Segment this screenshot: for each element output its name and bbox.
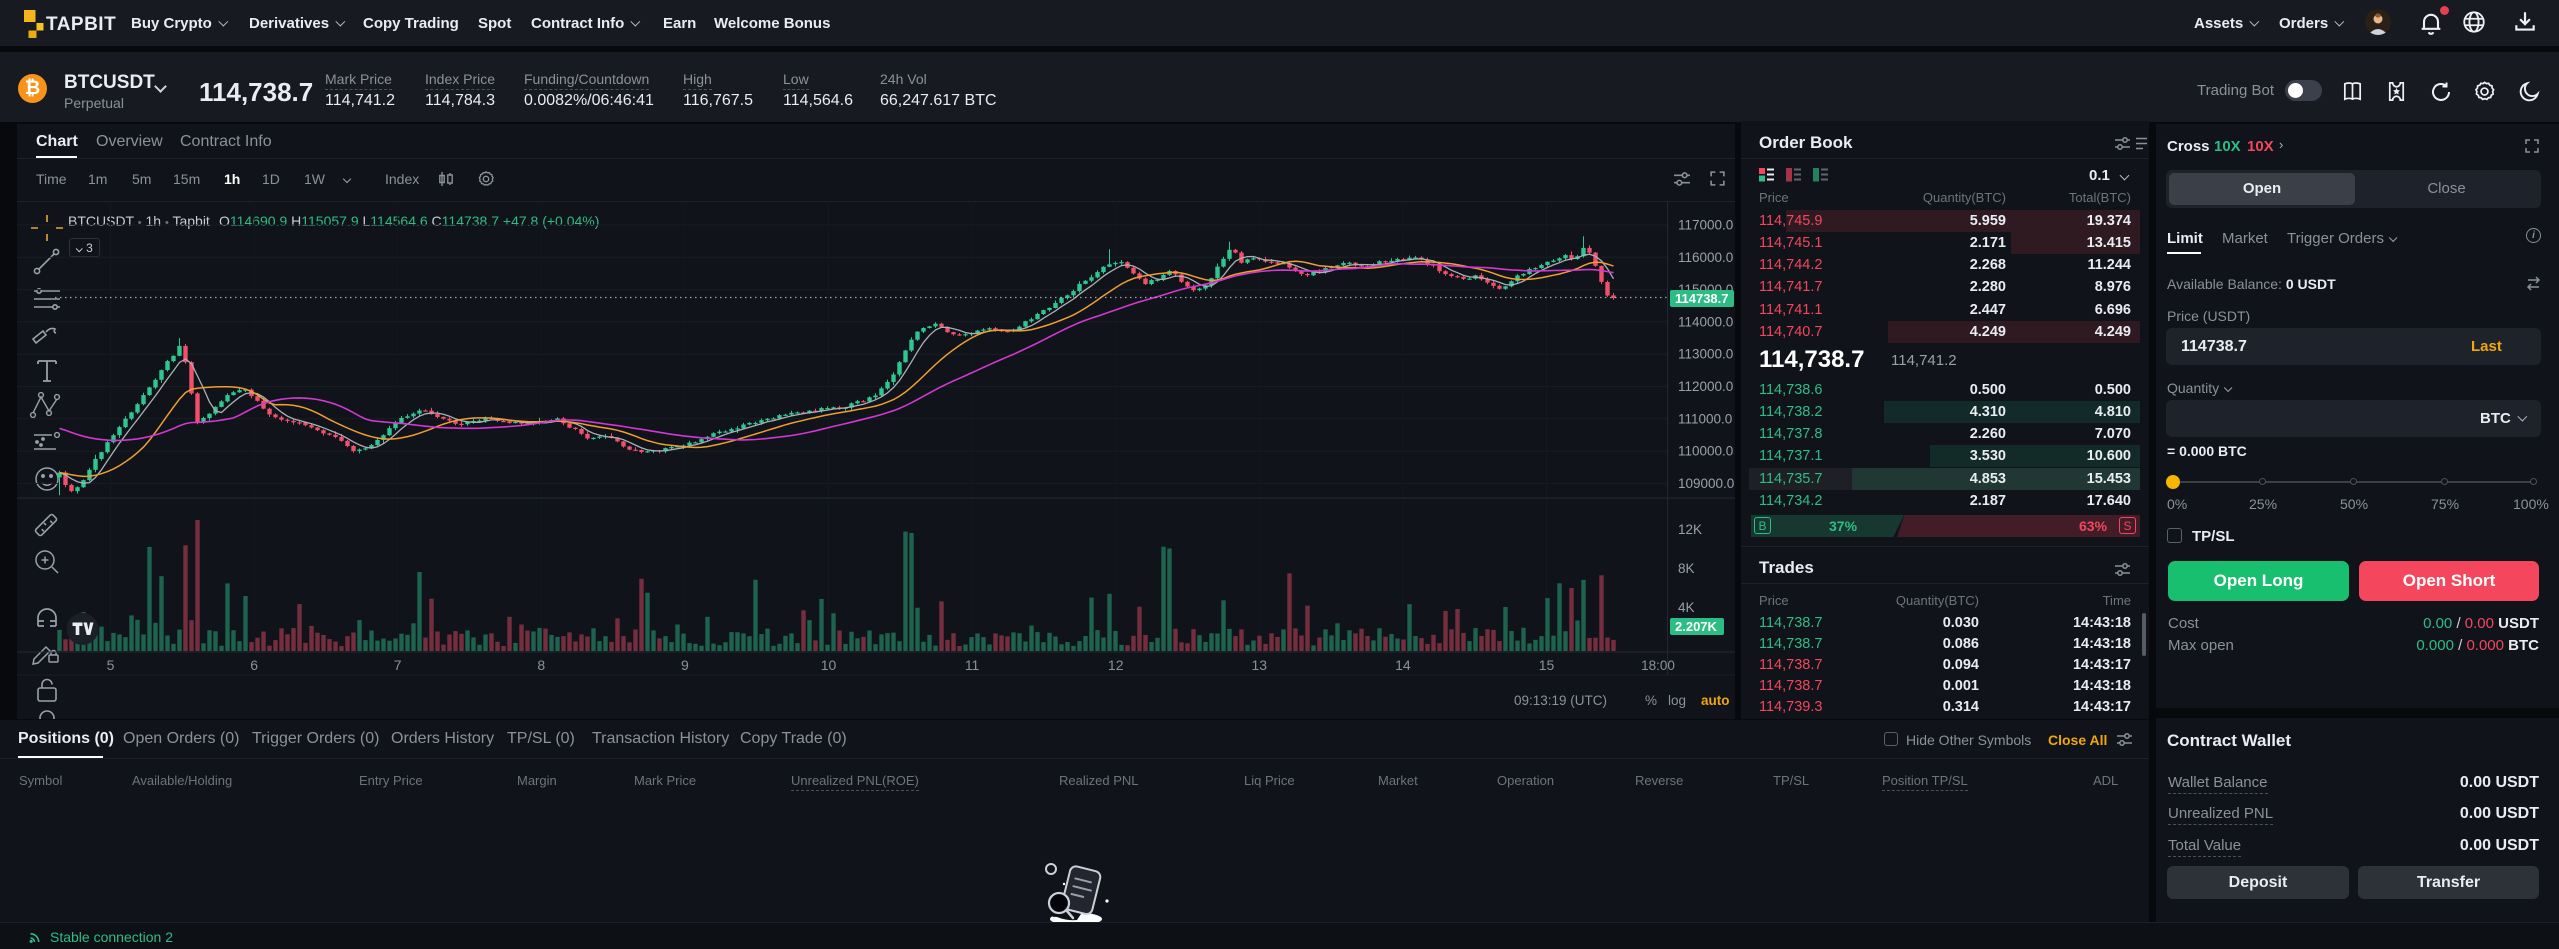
svg-text:110000.0: 110000.0 bbox=[1678, 444, 1733, 459]
svg-text:2.207K: 2.207K bbox=[1675, 619, 1718, 634]
svg-text:15: 15 bbox=[1539, 657, 1555, 673]
svg-text:14: 14 bbox=[1395, 657, 1411, 673]
svg-text:109000.0: 109000.0 bbox=[1678, 476, 1734, 491]
svg-text:13: 13 bbox=[1252, 657, 1268, 673]
svg-text:113000.0: 113000.0 bbox=[1678, 347, 1733, 362]
svg-text:11: 11 bbox=[965, 657, 980, 673]
svg-text:10: 10 bbox=[821, 657, 837, 673]
svg-text:8: 8 bbox=[537, 657, 545, 673]
svg-text:5: 5 bbox=[107, 657, 115, 673]
svg-text:9: 9 bbox=[681, 657, 689, 673]
svg-text:116000.0: 116000.0 bbox=[1678, 250, 1733, 265]
svg-text:7: 7 bbox=[394, 657, 402, 673]
svg-text:111000.0: 111000.0 bbox=[1678, 411, 1732, 426]
svg-text:4K: 4K bbox=[1678, 600, 1695, 615]
svg-text:18:00: 18:00 bbox=[1641, 658, 1675, 673]
svg-text:09:13:19 (UTC): 09:13:19 (UTC) bbox=[1514, 693, 1607, 708]
svg-text:log: log bbox=[1668, 693, 1686, 708]
svg-text:114000.0: 114000.0 bbox=[1678, 314, 1733, 329]
svg-text:8K: 8K bbox=[1678, 561, 1695, 576]
svg-text:117000.0: 117000.0 bbox=[1678, 218, 1733, 233]
svg-text:112000.0: 112000.0 bbox=[1678, 379, 1733, 394]
svg-text:%: % bbox=[1645, 693, 1657, 708]
svg-text:12K: 12K bbox=[1678, 522, 1702, 537]
svg-text:114738.7: 114738.7 bbox=[1675, 291, 1729, 306]
svg-text:6: 6 bbox=[250, 657, 258, 673]
svg-text:12: 12 bbox=[1108, 657, 1124, 673]
svg-text:auto: auto bbox=[1701, 693, 1730, 708]
